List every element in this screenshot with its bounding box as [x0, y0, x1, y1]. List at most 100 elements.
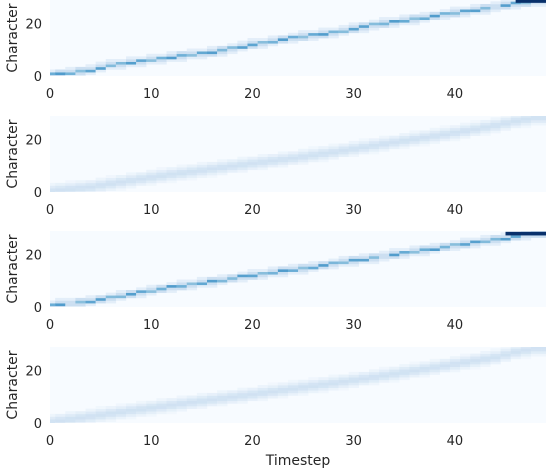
heatmap-cell [500, 240, 511, 244]
heatmap-cell [146, 413, 157, 417]
heatmap-cell [287, 390, 299, 394]
heatmap-cell [146, 284, 157, 288]
heatmap-cell [50, 190, 56, 192]
heatmap-cell [267, 269, 279, 272]
heatmap-cell [237, 159, 248, 163]
y-tick-label: 0 [34, 186, 42, 201]
heatmap-cell [368, 148, 380, 152]
heatmap-cell [379, 366, 390, 370]
heatmap-cell [379, 135, 390, 139]
heatmap-cell [85, 66, 96, 70]
heatmap-cell [95, 190, 106, 192]
x-tick-label: 30 [345, 318, 362, 333]
heatmap-cell [389, 24, 400, 28]
heatmap-cell [277, 40, 289, 44]
y-tick-label: 20 [25, 365, 42, 380]
y-axis-label: Character [5, 350, 21, 419]
heatmap-cell [207, 169, 218, 173]
heatmap-cell [95, 61, 106, 65]
heatmap-cell [156, 400, 167, 404]
heatmap-cell [490, 119, 501, 123]
heatmap-cell [318, 390, 329, 394]
heatmap-cell [298, 379, 309, 383]
heatmap-cell [530, 116, 542, 118]
heatmap-cell [318, 156, 329, 160]
heatmap-cell [470, 6, 481, 10]
heatmap-cell [277, 274, 289, 278]
heatmap-cell [126, 416, 137, 420]
heatmap-cell [460, 240, 471, 244]
heatmap-cell [267, 43, 279, 47]
heatmap-cell [470, 237, 481, 241]
heatmap-cell [176, 177, 187, 181]
heatmap-cell [95, 180, 106, 184]
heatmap-cell [257, 392, 268, 396]
heatmap-cell [237, 279, 248, 283]
heatmap-cell [115, 61, 127, 65]
heatmap-cell [449, 125, 461, 129]
heatmap-cell [126, 175, 137, 178]
heatmap-cell [470, 361, 481, 365]
heatmap-cell [348, 382, 360, 386]
heatmap-cell [136, 408, 147, 412]
heatmap-cell [105, 297, 117, 301]
heatmap-cell [449, 240, 461, 244]
heatmap-cell [196, 169, 208, 173]
x-tick-label: 10 [143, 434, 160, 449]
heatmap-cell [287, 32, 299, 36]
heatmap-cell [409, 245, 420, 249]
heatmap-cell [358, 146, 370, 150]
heatmap-cell [429, 127, 441, 131]
heatmap-cell [136, 400, 147, 404]
heatmap-cell [146, 61, 157, 65]
heatmap-cell [409, 19, 420, 23]
heatmap-cell [277, 392, 289, 396]
heatmap-cell [439, 358, 451, 362]
heatmap-cell [318, 266, 329, 270]
heatmap-cell [166, 403, 177, 407]
heatmap-cell [318, 379, 329, 383]
heatmap-cell [520, 353, 532, 357]
heatmap-cell [55, 74, 66, 76]
heatmap-cell [328, 379, 339, 383]
heatmap-cell [105, 64, 117, 68]
heatmap-cell [115, 416, 127, 420]
heatmap-cell [328, 154, 339, 157]
heatmap-cell [389, 250, 400, 254]
x-tick-label: 10 [143, 318, 160, 333]
heatmap-cell [409, 135, 420, 139]
heatmap-cell [541, 117, 546, 121]
heatmap-cell [55, 421, 66, 423]
heatmap-cell [176, 282, 187, 286]
heatmap-cell [480, 122, 491, 126]
heatmap-cell [105, 416, 117, 420]
heatmap-cell [105, 177, 117, 181]
heatmap-cell [541, 234, 546, 238]
heatmap-cell [368, 138, 380, 142]
heatmap-cell [399, 366, 410, 370]
y-tick-label: 20 [25, 249, 42, 264]
heatmap-cell [196, 164, 208, 168]
heatmap-cell [237, 48, 248, 52]
heatmap-cell [460, 14, 471, 18]
heatmap-cell [368, 27, 380, 31]
heatmap-cell [176, 51, 187, 55]
heatmap-cell [227, 279, 238, 283]
heatmap-cell [50, 72, 56, 76]
heatmap-cell [429, 366, 441, 370]
heatmap-cell [409, 250, 420, 254]
heatmap-cell [480, 353, 491, 357]
heatmap-cell [217, 159, 228, 163]
heatmap-cell [257, 43, 268, 47]
heatmap-cell [136, 182, 147, 186]
y-axis-label: Character [5, 3, 21, 72]
heatmap-cell [65, 74, 76, 76]
heatmap-cell [460, 361, 471, 365]
heatmap-cell [136, 175, 147, 178]
heatmap-cell [298, 30, 309, 34]
heatmap-cell [257, 45, 268, 49]
heatmap-cell [389, 253, 400, 257]
heatmap-cell [247, 398, 258, 402]
heatmap-cell [470, 240, 481, 244]
heatmap-cell [156, 167, 167, 171]
